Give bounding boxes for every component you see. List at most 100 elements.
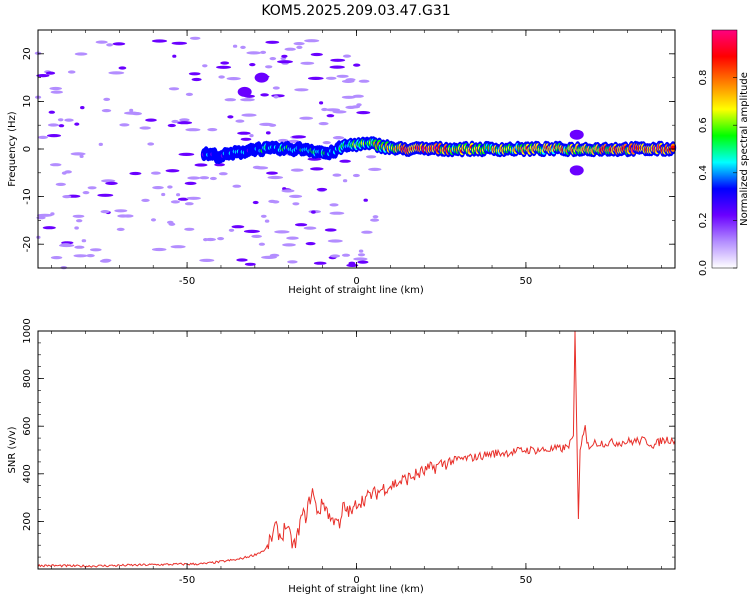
spectral-feature bbox=[569, 129, 584, 140]
noise-blob bbox=[325, 76, 337, 80]
noise-blob bbox=[322, 141, 331, 145]
noise-blob bbox=[329, 211, 345, 215]
noise-blob bbox=[129, 171, 142, 176]
noise-blob bbox=[101, 179, 116, 183]
noise-blob bbox=[184, 227, 195, 231]
noise-blob bbox=[307, 76, 324, 80]
noise-blob bbox=[170, 245, 186, 249]
noise-blob bbox=[67, 70, 76, 74]
colorbar-tick-label: 0.4 bbox=[698, 165, 709, 181]
snr-y-label: SNR (v/v) bbox=[7, 426, 18, 473]
noise-blob bbox=[286, 236, 299, 240]
noise-blob bbox=[259, 122, 274, 126]
noise-blob bbox=[249, 63, 256, 67]
noise-blob bbox=[185, 128, 201, 132]
noise-blob bbox=[70, 152, 86, 156]
noise-blob bbox=[165, 169, 180, 173]
noise-blob bbox=[232, 44, 238, 48]
noise-blob bbox=[167, 185, 173, 189]
noise-blob bbox=[265, 40, 280, 44]
noise-blob bbox=[232, 184, 242, 188]
spectrogram-axes: -50 0 50 -20 -10 0 10 20 bbox=[22, 29, 675, 287]
noise-blob bbox=[214, 163, 225, 167]
noise-blob bbox=[265, 131, 271, 135]
noise-blob bbox=[358, 249, 364, 253]
noise-blob bbox=[161, 192, 166, 197]
noise-blob bbox=[277, 138, 289, 143]
noise-blob bbox=[49, 86, 62, 91]
noise-blob bbox=[103, 97, 111, 101]
noise-blob bbox=[316, 187, 328, 192]
noise-blob bbox=[236, 258, 248, 262]
noise-blob bbox=[98, 142, 103, 146]
noise-blob bbox=[80, 106, 85, 110]
noise-blob bbox=[246, 51, 262, 55]
noise-blob bbox=[231, 225, 245, 229]
y-tick-label: 600 bbox=[22, 417, 33, 436]
noise-blob bbox=[258, 242, 266, 246]
noise-blob bbox=[341, 253, 351, 257]
noise-blob bbox=[282, 243, 296, 247]
noise-blob bbox=[118, 66, 127, 70]
snr-plot-area bbox=[38, 331, 675, 569]
noise-blob bbox=[119, 123, 130, 127]
spectrogram-y-label: Frequency (Hz) bbox=[7, 111, 18, 187]
colorbar: 0.0 0.2 0.4 0.6 0.8 Normalized spectral ampl… bbox=[698, 29, 750, 276]
noise-blob bbox=[58, 243, 75, 248]
noise-blob bbox=[240, 98, 255, 102]
noise-blob bbox=[79, 154, 84, 158]
noise-blob bbox=[261, 255, 277, 259]
noise-blob bbox=[240, 45, 246, 50]
noise-blob bbox=[184, 181, 197, 185]
noise-blob bbox=[58, 124, 65, 128]
spectral-feature bbox=[237, 86, 252, 97]
colorbar-gradient bbox=[711, 29, 738, 269]
noise-blob bbox=[291, 135, 307, 139]
noise-blob bbox=[218, 75, 225, 79]
noise-blob bbox=[57, 118, 64, 122]
y-tick-label: 400 bbox=[22, 464, 33, 483]
x-tick-label: 0 bbox=[353, 575, 359, 586]
noise-blob bbox=[330, 254, 341, 258]
noise-blob bbox=[49, 163, 62, 167]
noise-blob bbox=[287, 260, 298, 264]
noise-blob bbox=[271, 200, 280, 204]
noise-blob bbox=[36, 74, 50, 78]
noise-blob bbox=[243, 229, 260, 233]
noise-blob bbox=[321, 107, 328, 112]
noise-blob bbox=[46, 134, 62, 138]
colorbar-tick-label: 0.2 bbox=[698, 212, 709, 228]
noise-blob bbox=[303, 226, 317, 230]
y-tick-label: -10 bbox=[22, 188, 33, 204]
noise-blob bbox=[348, 261, 356, 265]
noise-blob bbox=[228, 228, 235, 232]
noise-blob bbox=[216, 65, 232, 69]
noise-blob bbox=[108, 71, 125, 75]
noise-blob bbox=[293, 42, 305, 46]
noise-blob bbox=[82, 191, 90, 195]
colorbar-tick-label: 0.8 bbox=[698, 70, 709, 86]
noise-blob bbox=[365, 155, 377, 159]
y-tick-label: 20 bbox=[22, 47, 33, 60]
noise-blob bbox=[81, 239, 87, 243]
noise-blob bbox=[199, 258, 215, 262]
noise-blob bbox=[227, 115, 234, 119]
x-tick-label: 50 bbox=[520, 575, 533, 586]
noise-blob bbox=[368, 167, 382, 171]
y-tick-label: 1000 bbox=[22, 318, 33, 343]
noise-blob bbox=[117, 214, 129, 218]
noise-blob bbox=[265, 65, 273, 69]
x-tick-label: -50 bbox=[179, 575, 195, 586]
noise-blob bbox=[326, 114, 335, 118]
noise-blob bbox=[171, 119, 179, 124]
noise-blob bbox=[178, 152, 195, 156]
noise-blob bbox=[313, 261, 327, 265]
noise-blob bbox=[37, 135, 48, 139]
chart-title: KOM5.2025.209.03.47.G31 bbox=[261, 3, 450, 19]
noise-blob bbox=[185, 92, 193, 96]
noise-blob bbox=[300, 61, 315, 65]
noise-blob bbox=[273, 95, 279, 99]
noise-blob bbox=[186, 196, 201, 200]
noise-blob bbox=[45, 71, 56, 75]
